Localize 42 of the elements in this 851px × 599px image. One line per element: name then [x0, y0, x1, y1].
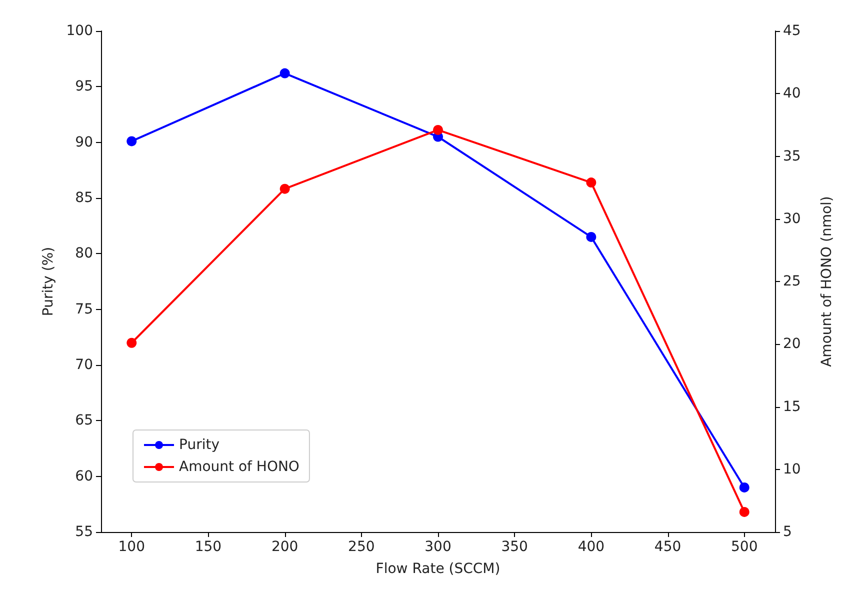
x-tick-label: 350 — [501, 539, 528, 555]
point — [126, 136, 137, 146]
y2-axis-title: Amount of HONO (nmol) — [819, 196, 835, 367]
x-tick-label: 300 — [424, 539, 452, 555]
y2-tick-label: 35 — [783, 148, 801, 164]
point — [280, 68, 290, 78]
y-tick-label: 95 — [75, 78, 93, 95]
y2-tick-label: 10 — [783, 461, 801, 478]
y-tick-label: 70 — [75, 357, 93, 373]
y-tick-label: 55 — [75, 524, 93, 540]
legend-label: Amount of HONO — [179, 459, 300, 475]
y-tick-label: 90 — [75, 134, 93, 150]
y2-tick-label: 40 — [783, 86, 801, 102]
y-tick-label: 85 — [75, 190, 93, 206]
point — [126, 338, 137, 348]
y2-tick-label: 20 — [783, 336, 801, 352]
y2-tick-label: 30 — [783, 210, 801, 227]
point — [586, 232, 596, 242]
y2-tick-label: 5 — [783, 524, 792, 540]
x-tick-label: 400 — [578, 539, 605, 555]
legend-label: Purity — [179, 437, 220, 453]
point — [739, 506, 750, 517]
y-tick-label: 100 — [66, 23, 93, 39]
y2-tick-label: 25 — [783, 274, 801, 290]
y-tick-label: 60 — [75, 468, 93, 484]
x-tick-label: 150 — [194, 539, 222, 555]
point — [280, 184, 290, 194]
y-axis-title: Purity (%) — [40, 246, 56, 316]
x-tick-label: 200 — [271, 539, 298, 555]
x-axis-title: Flow Rate (SCCM) — [376, 561, 500, 577]
point — [739, 482, 750, 492]
y-tick-label: 65 — [75, 412, 93, 429]
x-tick-label: 450 — [654, 539, 682, 555]
y2-tick-label: 15 — [783, 398, 801, 415]
point — [586, 178, 596, 188]
y-tick-label: 80 — [75, 246, 93, 262]
x-tick-label: 500 — [730, 539, 758, 555]
x-tick-label: 250 — [348, 539, 375, 555]
y-tick-label: 75 — [75, 301, 93, 318]
point — [433, 124, 443, 135]
y2-tick-label: 45 — [783, 23, 801, 39]
x-tick-label: 100 — [118, 539, 146, 555]
